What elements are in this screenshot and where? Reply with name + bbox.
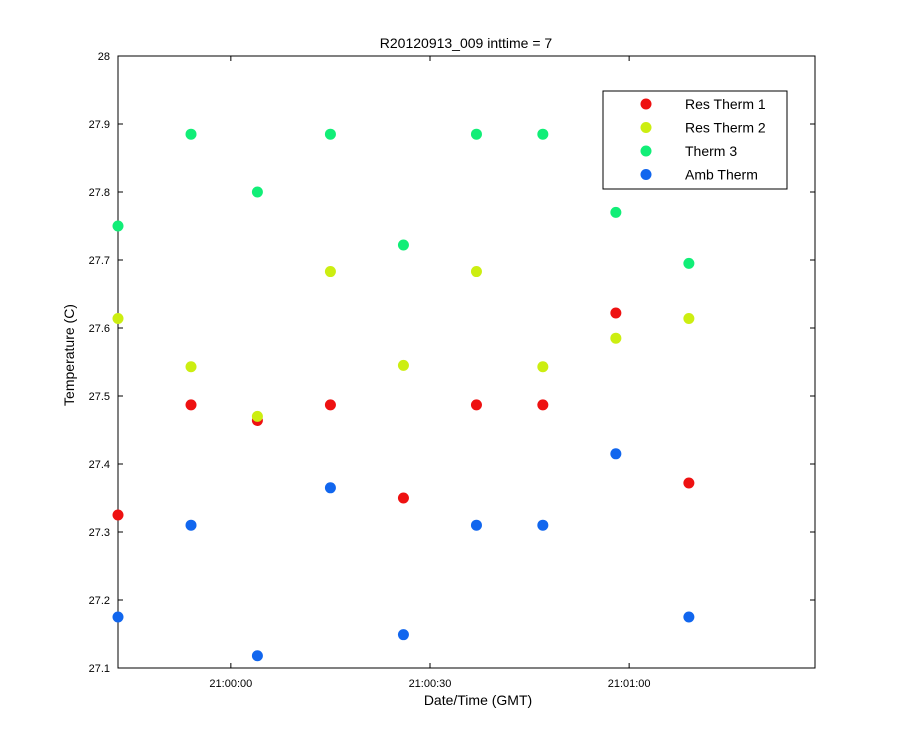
chart-title: R20120913_009 inttime = 7 <box>380 35 553 51</box>
legend-marker-amb-therm <box>640 169 652 180</box>
point-res-therm-2 <box>185 361 197 373</box>
y-tick-label: 28 <box>98 51 110 63</box>
legend-box <box>602 90 788 190</box>
point-amb-therm <box>470 519 482 531</box>
point-therm-3 <box>683 257 695 269</box>
series-res-therm-2 <box>112 266 695 422</box>
point-res-therm-2 <box>537 361 549 373</box>
point-res-therm-2 <box>397 359 409 371</box>
point-res-therm-2 <box>251 410 263 422</box>
legend-marker-res-therm-2 <box>640 122 652 133</box>
point-amb-therm <box>324 482 336 494</box>
point-res-therm-2 <box>470 266 482 278</box>
x-axis-title: Date/Time (GMT) <box>424 692 532 708</box>
point-res-therm-1 <box>324 399 336 411</box>
point-therm-3 <box>251 186 263 198</box>
y-tick-label: 27.8 <box>89 187 110 199</box>
y-tick-label: 27.3 <box>89 527 110 539</box>
point-therm-3 <box>470 128 482 140</box>
x-tick-label: 21:00:00 <box>209 678 252 690</box>
point-res-therm-2 <box>683 312 695 324</box>
point-therm-3 <box>610 206 622 218</box>
point-res-therm-2 <box>112 312 124 324</box>
point-res-therm-1 <box>397 492 409 504</box>
point-therm-3 <box>397 239 409 251</box>
point-therm-3 <box>324 128 336 140</box>
point-therm-3 <box>112 220 124 232</box>
legend: Res Therm 1 Res Therm 2 Therm 3 Amb Therm <box>602 90 788 190</box>
y-tick-label: 27.2 <box>89 595 110 607</box>
series-therm-3 <box>112 128 695 269</box>
point-res-therm-1 <box>185 399 197 411</box>
point-res-therm-1 <box>610 307 622 319</box>
y-tick-label: 27.1 <box>89 663 110 675</box>
y-tick-label: 27.6 <box>89 323 110 335</box>
y-tick-label: 27.9 <box>89 119 110 131</box>
y-tick-label: 27.4 <box>89 459 110 471</box>
legend-label-res-therm-2: Res Therm 2 <box>685 120 766 136</box>
point-therm-3 <box>537 128 549 140</box>
point-amb-therm <box>112 611 124 623</box>
point-amb-therm <box>610 448 622 460</box>
x-tick-label: 21:01:00 <box>608 678 651 690</box>
x-tick-label: 21:00:30 <box>409 678 452 690</box>
point-amb-therm <box>251 650 263 662</box>
axis-ticks: 27.1 27.2 27.3 27.4 27.5 27.6 27.7 27.8 27.9 28 21… <box>89 51 815 690</box>
point-amb-therm <box>683 611 695 623</box>
point-res-therm-2 <box>324 266 336 278</box>
y-tick-label: 27.7 <box>89 255 110 267</box>
point-res-therm-1 <box>470 399 482 411</box>
legend-label-res-therm-1: Res Therm 1 <box>685 96 766 112</box>
legend-label-therm-3: Therm 3 <box>685 143 737 159</box>
point-res-therm-1 <box>683 477 695 489</box>
point-res-therm-1 <box>537 399 549 411</box>
point-therm-3 <box>185 128 197 140</box>
point-amb-therm <box>185 519 197 531</box>
series-amb-therm <box>112 448 695 662</box>
y-tick-label: 27.5 <box>89 391 110 403</box>
legend-label-amb-therm: Amb Therm <box>685 167 758 183</box>
point-amb-therm <box>537 519 549 531</box>
y-axis-title: Temperature (C) <box>61 304 77 406</box>
point-res-therm-1 <box>112 509 124 521</box>
point-amb-therm <box>397 629 409 641</box>
legend-marker-therm-3 <box>640 145 652 157</box>
legend-marker-res-therm-1 <box>640 98 652 110</box>
data-points <box>112 128 695 662</box>
point-res-therm-2 <box>610 332 622 344</box>
